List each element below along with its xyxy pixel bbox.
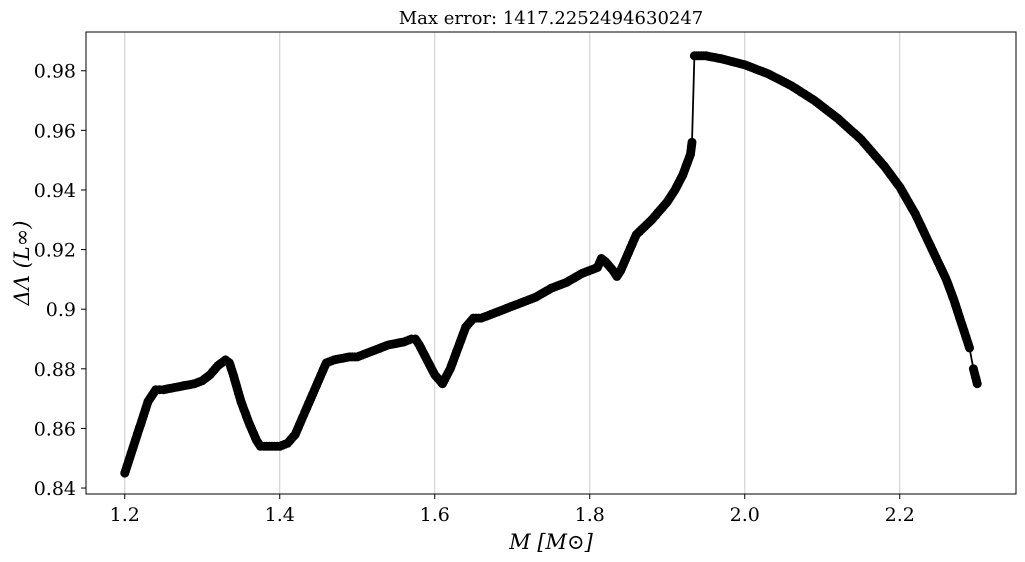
y-tick-label: 0.9 xyxy=(46,299,76,321)
data-point xyxy=(687,137,697,147)
y-tick-label: 0.92 xyxy=(34,240,76,262)
x-tick-label: 2.2 xyxy=(885,504,915,526)
y-tick-label: 0.86 xyxy=(34,418,76,440)
markers-layer xyxy=(120,51,982,478)
y-tick-label: 0.98 xyxy=(34,61,76,83)
x-tick-label: 1.4 xyxy=(265,504,295,526)
ticks-layer: 1.2 1.4 1.6 1.8 2.0 2.2 0.84 0.86 0.88 0.9 0.92 0.9… xyxy=(34,61,915,526)
data-point xyxy=(972,379,982,389)
y-tick-label: 0.94 xyxy=(34,180,76,202)
x-tick-label: 2.0 xyxy=(730,504,760,526)
x-tick-label: 1.8 xyxy=(575,504,605,526)
x-tick-label: 1.2 xyxy=(110,504,140,526)
plot-frame xyxy=(85,31,1017,495)
series-line xyxy=(123,54,979,474)
data-point xyxy=(965,343,974,353)
chart-title: Max error: 1417.2252494630247 xyxy=(399,8,704,29)
y-tick-label: 0.96 xyxy=(34,120,76,142)
x-axis-label: M [M⊙] xyxy=(508,530,593,554)
y-tick-label: 0.88 xyxy=(34,359,76,381)
series-layer xyxy=(123,54,979,474)
y-tick-label: 0.84 xyxy=(34,478,76,500)
grid-layer xyxy=(124,32,901,494)
x-tick-label: 1.6 xyxy=(420,504,450,526)
y-axis-label: ΔΛ (L∞) xyxy=(10,221,34,307)
